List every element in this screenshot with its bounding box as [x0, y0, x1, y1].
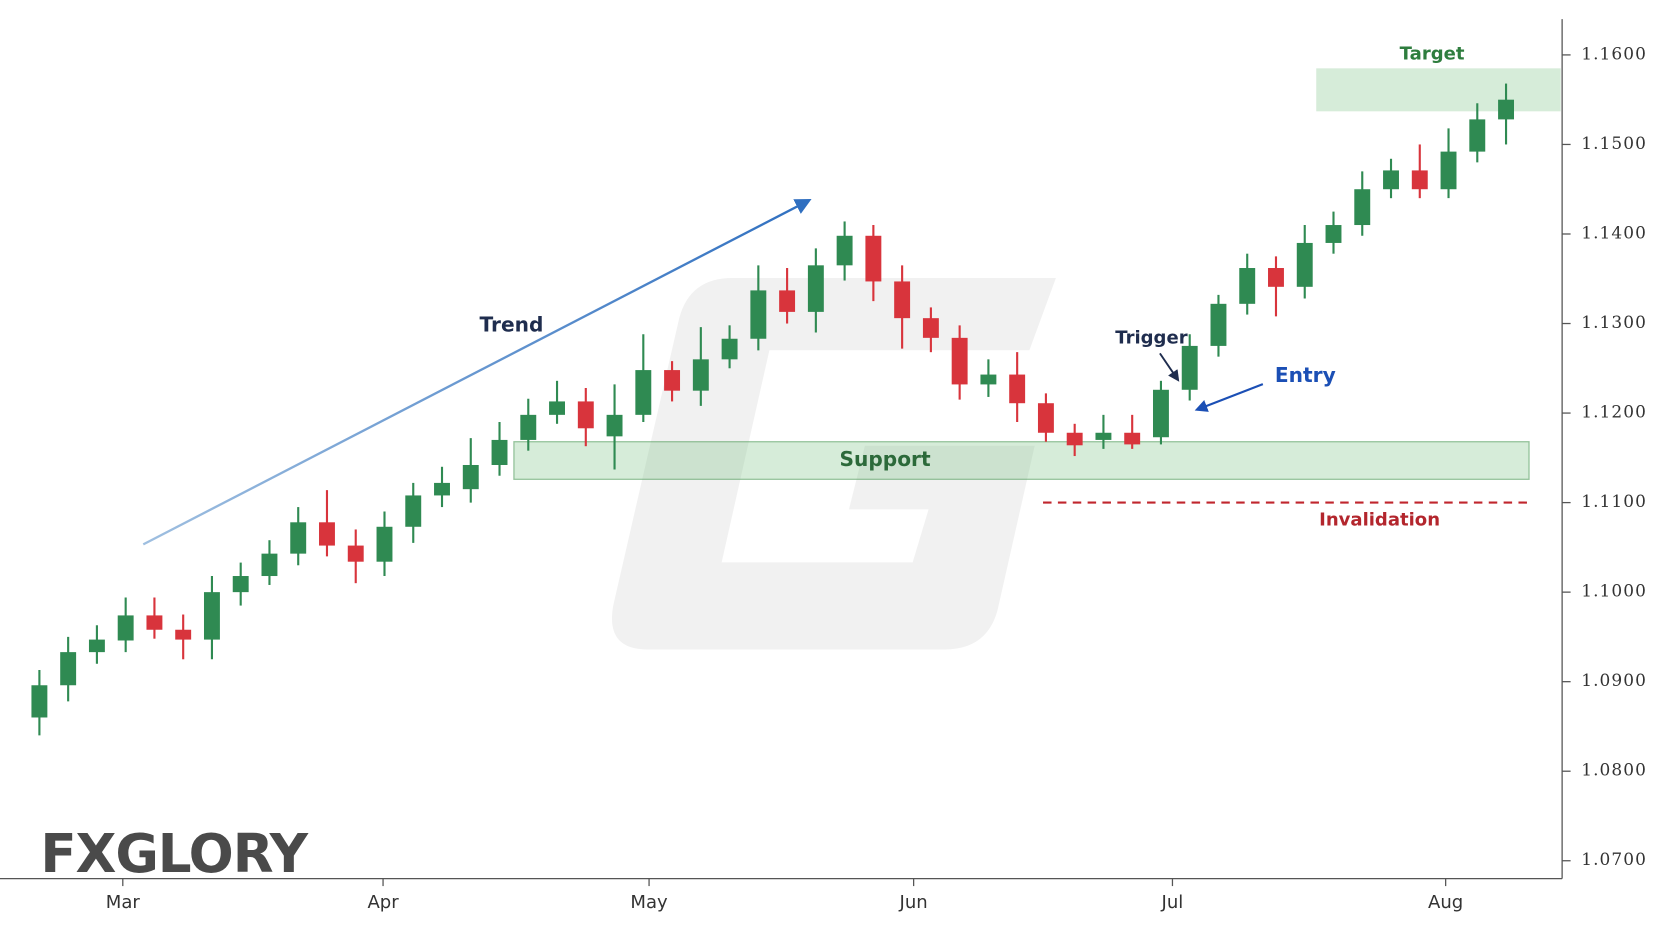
candle-body: [1325, 225, 1342, 243]
y-tick-label: 1.0700: [1581, 850, 1647, 870]
candle-body: [434, 482, 450, 496]
candle-body: [1354, 189, 1371, 226]
candle-body: [1440, 151, 1457, 190]
entry-arrow: [1194, 383, 1264, 412]
x-tick-label: May: [630, 892, 668, 913]
candle-body: [894, 281, 911, 319]
candle-body: [606, 414, 623, 437]
candle-body: [491, 439, 508, 465]
y-tick-label: 1.1300: [1581, 313, 1647, 333]
candles: [31, 83, 1515, 736]
x-tick-label: Apr: [367, 892, 399, 913]
candle-body: [980, 374, 997, 385]
candle-body: [577, 401, 594, 429]
candle-body: [117, 615, 134, 641]
x-tick-label: Jul: [1161, 892, 1184, 913]
y-tick-label: 1.1600: [1581, 44, 1647, 64]
candle-body: [31, 685, 48, 718]
candle-body: [836, 235, 853, 266]
y-tick-label: 1.1500: [1581, 134, 1647, 154]
annotations: Support Target Invalidation Trend Trigger Ent…: [142, 44, 1465, 546]
candle-body: [1383, 170, 1399, 190]
support-label: Support: [839, 447, 931, 471]
candle-body: [1181, 345, 1198, 390]
candle-body: [922, 318, 939, 338]
candle-body: [175, 629, 192, 640]
trend-arrow: [142, 199, 812, 546]
candle-body: [1066, 432, 1083, 446]
candle-body: [1268, 268, 1284, 287]
candle-body: [88, 639, 105, 653]
axes: 1.0700 1.0800 1.0900 1.1000 1.1100 1.1200 1.13…: [0, 19, 1647, 913]
candle-body: [1037, 403, 1054, 433]
annotation-label: Trend: [480, 312, 544, 336]
candle-body: [347, 545, 364, 562]
candle-body: [203, 592, 220, 640]
candle-body: [865, 235, 882, 282]
invalidation-label: Invalidation: [1319, 510, 1440, 531]
candle-body: [549, 401, 565, 415]
candle-body: [60, 652, 77, 686]
candle-body: [664, 370, 681, 391]
y-tick-label: 1.1400: [1581, 223, 1647, 243]
candle-body: [721, 338, 738, 360]
support-zone: [513, 441, 1530, 480]
trigger-arrow: [1159, 352, 1180, 382]
candle-body: [1296, 242, 1313, 287]
x-tick-label: Jun: [899, 892, 928, 913]
candle-body: [779, 290, 796, 312]
candle-body: [290, 522, 307, 554]
annotation-label: Trigger: [1115, 328, 1187, 349]
candle-body: [750, 290, 767, 339]
candle-body: [635, 370, 652, 415]
x-tick-label: Aug: [1428, 892, 1463, 913]
candle-body: [1469, 119, 1486, 152]
target-label: Target: [1400, 44, 1465, 65]
candle-body: [520, 414, 537, 440]
y-tick-label: 1.0800: [1581, 761, 1647, 781]
candle-body: [1009, 374, 1026, 404]
y-tick-label: 1.1000: [1581, 582, 1647, 602]
candle-body: [462, 464, 479, 490]
background-logo: [611, 278, 1056, 650]
candle-body: [146, 615, 163, 630]
candle-body: [319, 522, 335, 546]
annotation-label: Entry: [1275, 363, 1336, 387]
watermark-logo: FXGLORY: [40, 823, 308, 885]
candle-body: [405, 495, 422, 527]
zones: [513, 68, 1561, 504]
y-tick-label: 1.1200: [1581, 403, 1647, 423]
candle-body: [376, 526, 393, 562]
candle-body: [1210, 303, 1227, 346]
candle-body: [261, 553, 278, 577]
candle-body: [1124, 432, 1141, 445]
candle-body: [232, 576, 249, 593]
candle-body: [807, 265, 824, 312]
y-tick-label: 1.0900: [1581, 671, 1647, 691]
candle-body: [1152, 389, 1169, 438]
candle-body: [1095, 432, 1112, 440]
target-zone: [1316, 68, 1561, 112]
candle-body: [1498, 99, 1515, 120]
candle-body: [692, 359, 709, 391]
candle-body: [1239, 268, 1256, 304]
candle-body: [951, 337, 968, 385]
y-tick-label: 1.1100: [1581, 492, 1647, 512]
candle-body: [1411, 170, 1428, 190]
x-tick-label: Mar: [106, 892, 141, 913]
